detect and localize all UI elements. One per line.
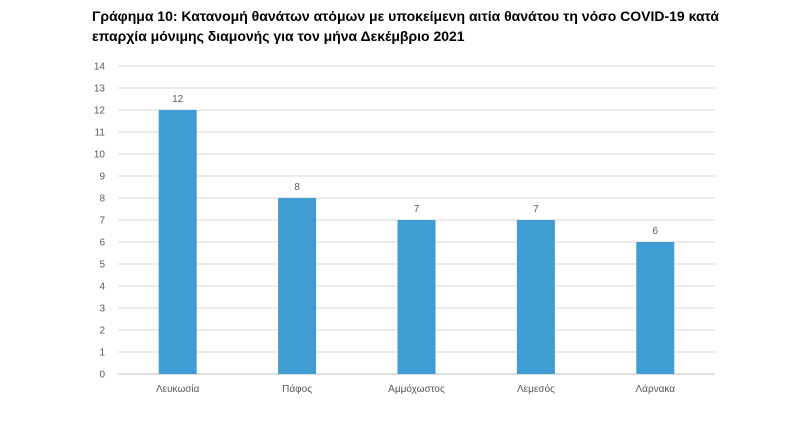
data-label: 7 <box>414 204 420 215</box>
y-tick-label: 13 <box>94 84 106 95</box>
y-tick-label: 0 <box>99 370 105 381</box>
bar <box>158 110 197 374</box>
gridlines <box>118 65 715 375</box>
y-tick-label: 12 <box>94 106 106 117</box>
data-label: 6 <box>653 226 659 237</box>
category-label: Αμμόχωστος <box>388 383 445 395</box>
y-tick-label: 9 <box>99 172 105 183</box>
y-tick-label: 2 <box>99 326 105 337</box>
x-axis-categories: Λευκωσία Πάφος Αμμόχωστος Λεμεσός Λάρνακα <box>156 383 675 395</box>
y-tick-label: 5 <box>99 260 105 271</box>
y-tick-label: 11 <box>95 128 106 139</box>
y-tick-label: 10 <box>94 150 106 161</box>
data-label: 7 <box>533 204 539 215</box>
y-tick-label: 14 <box>94 62 106 73</box>
category-label: Λεμεσός <box>517 383 555 395</box>
y-tick-label: 8 <box>99 194 105 205</box>
data-label: 8 <box>294 182 300 193</box>
y-tick-label: 1 <box>99 348 105 359</box>
y-tick-label: 7 <box>99 216 105 227</box>
y-tick-label: 4 <box>99 282 105 293</box>
category-label: Λευκωσία <box>156 383 200 395</box>
data-label: 12 <box>172 94 184 105</box>
y-tick-label: 6 <box>99 238 105 249</box>
bars <box>158 110 675 374</box>
bar <box>636 242 675 374</box>
bar <box>397 220 436 374</box>
category-label: Λάρνακα <box>636 383 676 395</box>
data-labels: 12 8 7 7 6 <box>172 94 658 237</box>
y-tick-label: 3 <box>99 304 105 315</box>
bar <box>278 198 317 374</box>
bar <box>516 220 555 374</box>
category-label: Πάφος <box>282 383 312 395</box>
chart-title: Γράφημα 10: Κατανομή θανάτων ατόμων με υ… <box>92 8 720 44</box>
